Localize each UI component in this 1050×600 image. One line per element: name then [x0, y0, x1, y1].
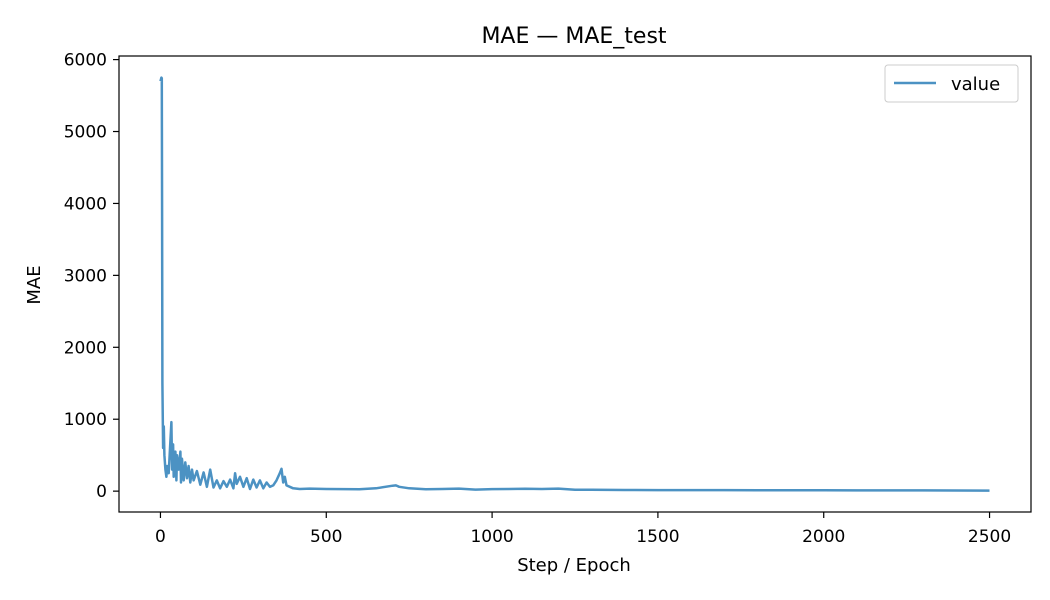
- y-tick-label: 3000: [64, 266, 107, 286]
- y-tick-label: 1000: [64, 410, 107, 430]
- series-line-0: [159, 76, 990, 492]
- x-tick-label: 0: [155, 527, 166, 547]
- y-tick-label: 0: [96, 482, 107, 502]
- legend-box: [884, 64, 1019, 103]
- x-tick-label: 500: [310, 527, 342, 547]
- y-tick-label: 5000: [64, 123, 107, 143]
- x-tick-label: 2500: [968, 527, 1011, 547]
- x-tick-label: 1500: [636, 527, 679, 547]
- y-tick-label: 6000: [64, 51, 107, 71]
- plot-area: [118, 55, 1032, 513]
- chart-title: MAE — MAE_test: [481, 24, 666, 49]
- x-axis-ticks: 0 500 1000 1500 2000 2500: [155, 512, 1011, 547]
- plot-frame: [118, 55, 1032, 513]
- x-tick-label: 2000: [802, 527, 845, 547]
- y-tick-label: 2000: [64, 338, 107, 358]
- x-tick-label: 1000: [470, 527, 513, 547]
- legend-series-label: value: [951, 74, 1000, 95]
- y-axis-ticks: 0 1000 2000 3000 4000 5000 6000: [64, 51, 119, 502]
- series-layer: [159, 76, 990, 492]
- x-axis-label: Step / Epoch: [517, 555, 631, 576]
- y-tick-label: 4000: [64, 194, 107, 214]
- y-axis-label: MAE: [24, 265, 45, 304]
- legend: value: [884, 64, 1019, 103]
